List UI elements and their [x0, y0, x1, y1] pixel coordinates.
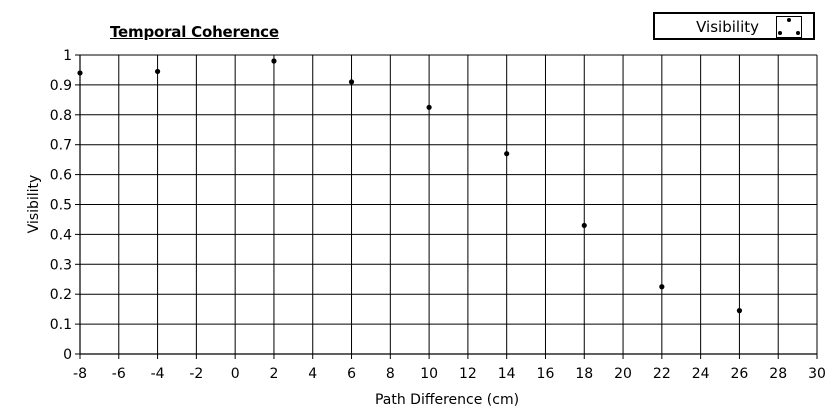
x-tick-label: 30	[808, 366, 826, 382]
x-tick-label: 10	[420, 366, 438, 382]
x-tick-label: 28	[769, 366, 787, 382]
legend-marker-swatch	[776, 16, 802, 38]
grid-lines	[79, 54, 818, 355]
data-point	[504, 151, 510, 157]
x-tick-label: -2	[189, 366, 203, 382]
x-axis-ticks: -8 -6 -4 -2 0 2 4 6 8 10 12 14 16 18 20 22 24 26 28 30	[73, 354, 826, 382]
x-tick-label: 26	[731, 366, 749, 382]
x-tick-label: 18	[575, 366, 593, 382]
data-point	[659, 284, 665, 290]
x-tick-label: -4	[151, 366, 165, 382]
y-tick-label: 0.7	[50, 138, 72, 154]
y-tick-label: 1	[63, 48, 72, 64]
legend-marker-dot	[796, 31, 800, 35]
data-point	[348, 79, 355, 85]
x-tick-label: 2	[269, 366, 278, 382]
x-tick-label: -8	[73, 366, 87, 382]
y-tick-label: 0	[63, 347, 72, 363]
x-tick-label: 0	[231, 366, 240, 382]
y-tick-label: 0.1	[50, 317, 72, 333]
data-points	[77, 58, 743, 314]
x-tick-label: 12	[459, 366, 477, 382]
x-tick-label: 8	[386, 366, 395, 382]
y-tick-label: 0.5	[50, 198, 72, 214]
x-tick-label: 4	[308, 366, 317, 382]
y-tick-label: 0.6	[50, 168, 72, 184]
chart-title: Temporal Coherence	[110, 23, 279, 41]
x-tick-label: 14	[498, 366, 516, 382]
legend-marker-dot	[787, 18, 791, 22]
legend-marker-dot	[778, 31, 782, 35]
data-point	[581, 222, 587, 229]
x-tick-label: 22	[653, 366, 671, 382]
legend: Visibility	[653, 12, 815, 40]
x-tick-label: 24	[692, 366, 710, 382]
x-tick-label: -6	[112, 366, 126, 382]
y-tick-label: 0.2	[50, 287, 72, 303]
legend-series-label: Visibility	[696, 18, 759, 36]
data-point	[736, 308, 743, 314]
y-axis-ticks: 0 0.1 0.2 0.3 0.4 0.5 0.6 0.7 0.8 0.9 1	[50, 48, 80, 363]
x-tick-label: 6	[347, 366, 356, 382]
y-tick-label: 0.4	[50, 227, 72, 243]
y-axis-label: Visibility	[26, 175, 42, 234]
y-tick-label: 0.8	[50, 108, 72, 124]
x-tick-label: 20	[614, 366, 632, 382]
y-tick-label: 0.9	[50, 78, 72, 94]
x-axis-label: Path Difference (cm)	[375, 392, 519, 408]
data-point	[426, 104, 432, 110]
data-point	[77, 70, 83, 76]
x-tick-label: 16	[537, 366, 555, 382]
data-point	[271, 58, 277, 64]
data-point	[154, 68, 161, 75]
y-tick-label: 0.3	[50, 257, 72, 273]
